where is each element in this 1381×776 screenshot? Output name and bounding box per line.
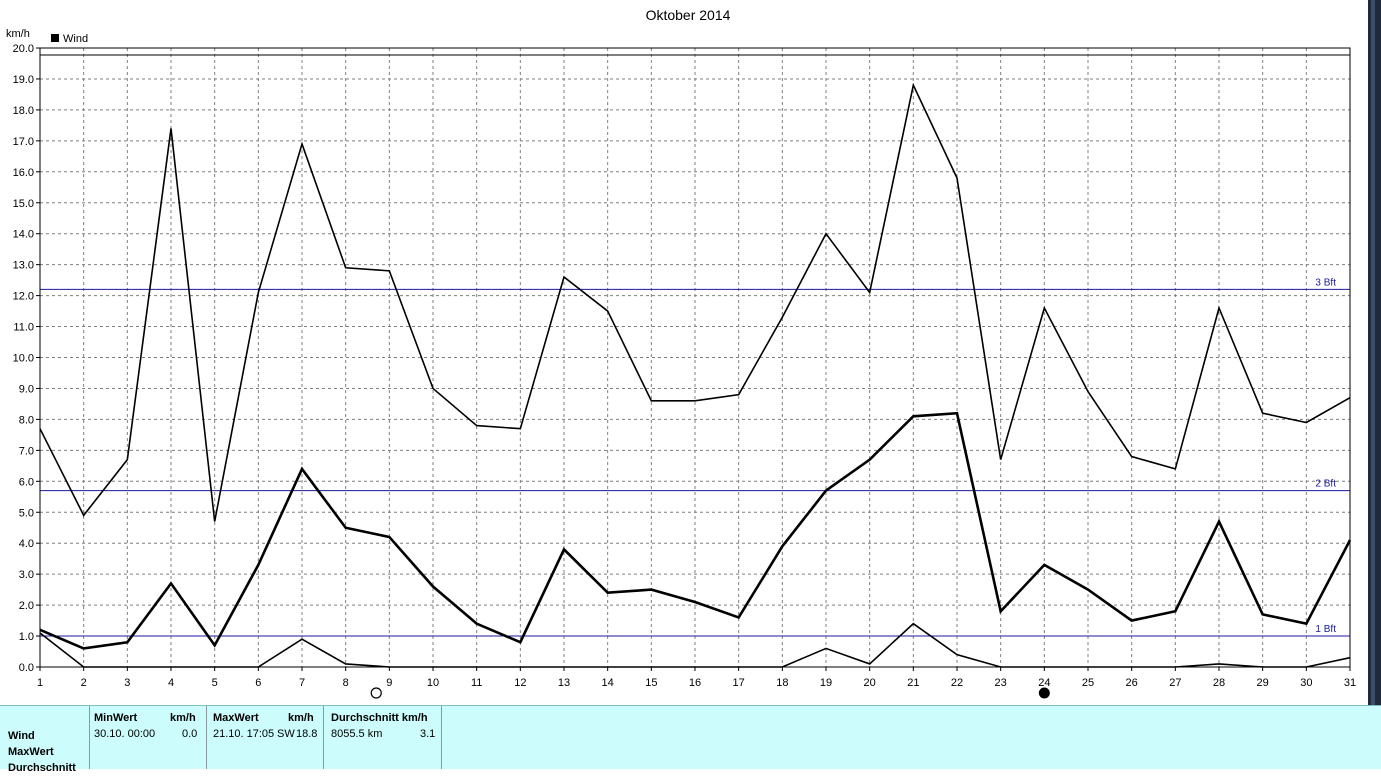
y-tick-label-4: 4.0 [19, 538, 34, 550]
x-tick-label-17: 17 [733, 677, 745, 689]
y-axis-unit: km/h [6, 28, 30, 40]
minwert-unit: km/h [170, 712, 196, 724]
reference-label-2: 2 Bft [1315, 479, 1336, 490]
y-tick-label-11: 11.0 [13, 322, 34, 334]
stats-panel: Wind MaxWert Durchschnitt MinWert km/h 3… [0, 705, 1381, 774]
stats-row-labels: Wind MaxWert Durchschnitt [8, 728, 76, 776]
y-tick-label-13: 13.0 [13, 260, 34, 272]
moon-phase-markers [370, 687, 1050, 699]
y-tick-label-19: 19.0 [13, 74, 34, 86]
x-tick-labels: 1 2 3 4 5 6 7 8 9 10 11 12 13 14 15 16 17 18 19 20 21 22 23 24 2… [37, 667, 1356, 689]
grid-lines [40, 48, 1350, 667]
reference-label-3: 3 Bft [1315, 277, 1336, 288]
maxwert-direction: SW [277, 728, 295, 740]
legend-swatch [51, 34, 59, 42]
y-tick-label-0: 0.0 [19, 662, 34, 674]
y-tick-label-8: 8.0 [19, 414, 34, 426]
full-moon-icon [370, 687, 382, 699]
x-tick-label-12: 12 [514, 677, 526, 689]
row-label-wind: Wind [8, 730, 35, 742]
x-tick-label-14: 14 [602, 677, 614, 689]
beaufort-reference-lines: 1 Bft 2 Bft 3 Bft [40, 54, 1350, 637]
durchschnitt-value: 3.1 [420, 728, 436, 740]
legend-label: Wind [63, 33, 88, 45]
series-lines [39, 82, 1352, 668]
reference-label-1: 1 Bft [1315, 624, 1336, 635]
x-tick-label-26: 26 [1126, 677, 1138, 689]
y-tick-label-7: 7.0 [19, 445, 34, 457]
y-tick-label-16: 16.0 [13, 167, 34, 179]
y-tick-labels: 0.0 1.0 2.0 3.0 4.0 5.0 6.0 7.0 8.0 9.0 10.0 11.0 12… [13, 43, 40, 674]
series-line-2 [39, 411, 1352, 650]
maxwert-value: 18.8 [296, 728, 318, 740]
x-tick-label-5: 5 [212, 677, 218, 689]
x-tick-label-30: 30 [1300, 677, 1312, 689]
x-tick-label-19: 19 [820, 677, 832, 689]
maxwert-date: 21.10. 17:05 [213, 728, 275, 740]
x-tick-label-22: 22 [951, 677, 963, 689]
x-tick-label-28: 28 [1213, 677, 1225, 689]
row-label-durchschnitt: Durchschnitt [8, 762, 76, 774]
x-tick-label-29: 29 [1257, 677, 1269, 689]
x-tick-label-8: 8 [343, 677, 349, 689]
maxwert-header: MaxWert [213, 712, 259, 724]
maxwert-unit: km/h [288, 712, 314, 724]
y-tick-label-14: 14.0 [13, 229, 34, 241]
x-tick-label-7: 7 [299, 677, 305, 689]
x-tick-label-23: 23 [995, 677, 1007, 689]
y-tick-label-3: 3.0 [19, 569, 34, 581]
minwert-value: 0.0 [182, 728, 198, 740]
y-tick-label-10: 10.0 [13, 353, 34, 365]
stats-col-maxwert: MaxWert km/h 21.10. 17:05 SW 18.8 [206, 706, 323, 769]
x-tick-label-10: 10 [427, 677, 439, 689]
y-tick-label-15: 15.0 [13, 198, 34, 210]
x-tick-label-16: 16 [689, 677, 701, 689]
x-tick-label-1: 1 [37, 677, 43, 689]
x-tick-label-11: 11 [471, 677, 482, 689]
x-tick-label-4: 4 [168, 677, 174, 689]
y-tick-label-18: 18.0 [13, 105, 34, 117]
y-tick-label-2: 2.0 [19, 600, 34, 612]
x-tick-label-18: 18 [776, 677, 788, 689]
x-tick-label-2: 2 [81, 677, 87, 689]
series-line-1 [39, 82, 1351, 522]
stats-col-durchschnitt: Durchschnitt km/h 8055.5 km 3.1 [323, 706, 442, 769]
x-tick-label-24: 24 [1038, 677, 1050, 689]
x-tick-label-20: 20 [864, 677, 876, 689]
x-tick-label-25: 25 [1082, 677, 1094, 689]
y-tick-label-1: 1.0 [19, 631, 34, 643]
row-label-maxwert: MaxWert [8, 746, 54, 758]
x-tick-label-6: 6 [255, 677, 261, 689]
minwert-date: 30.10. 00:00 [94, 728, 156, 740]
right-edge-highlight [1371, 0, 1375, 705]
y-tick-label-12: 12.0 [13, 291, 34, 303]
x-tick-label-21: 21 [907, 677, 919, 689]
y-tick-label-20: 20.0 [13, 43, 34, 55]
chart-title: Oktober 2014 [646, 7, 731, 23]
x-tick-label-3: 3 [124, 677, 130, 689]
y-tick-label-6: 6.0 [19, 476, 34, 488]
x-tick-label-27: 27 [1169, 677, 1181, 689]
x-tick-label-31: 31 [1344, 677, 1356, 689]
new-moon-icon [1038, 687, 1050, 699]
y-tick-label-17: 17.0 [13, 136, 34, 148]
wind-chart: Oktober 2014 km/h Wind 1 Bft 2 Bft 3 Bft 0… [6, 7, 1356, 699]
durchschnitt-header: Durchschnitt km/h [331, 712, 428, 724]
x-tick-label-9: 9 [386, 677, 392, 689]
minwert-header: MinWert [94, 712, 138, 724]
x-tick-label-13: 13 [558, 677, 570, 689]
stats-col-minwert: MinWert km/h 30.10. 00:00 0.0 [89, 706, 206, 769]
x-tick-label-15: 15 [645, 677, 657, 689]
y-tick-label-5: 5.0 [19, 507, 34, 519]
y-tick-label-9: 9.0 [19, 383, 34, 395]
durchschnitt-distance: 8055.5 km [331, 728, 383, 740]
